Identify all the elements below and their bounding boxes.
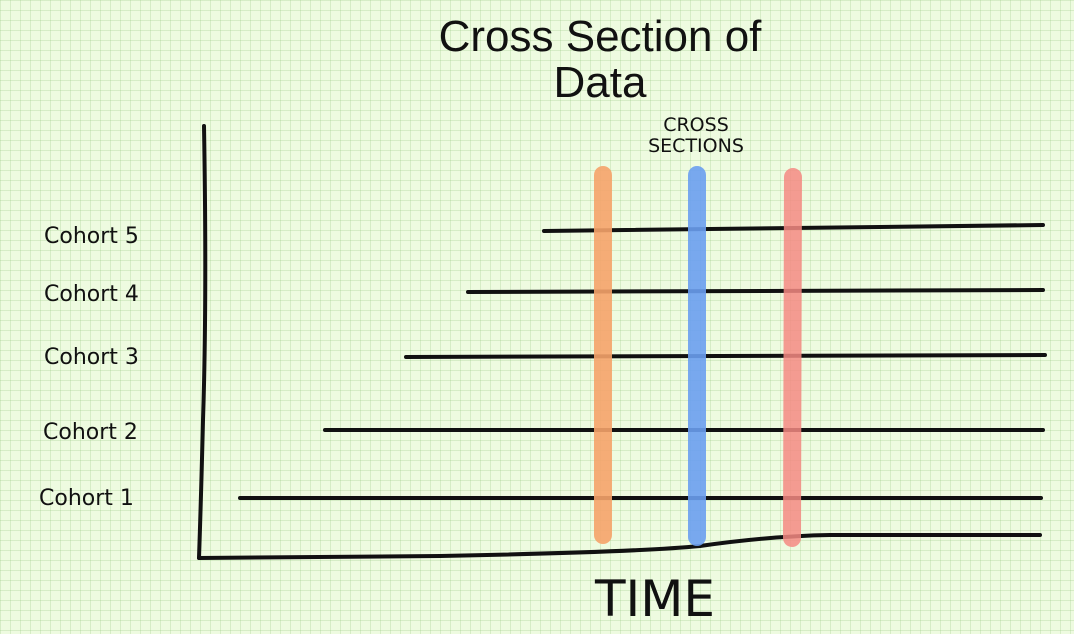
cohort-4-line: [466, 288, 1045, 294]
cohort-label-1: Cohort 1: [39, 486, 134, 511]
cross-sections-label: CROSS SECTIONS: [616, 115, 776, 157]
cohort-label-4: Cohort 4: [44, 282, 139, 307]
cross-sections-label-line-1: CROSS: [663, 114, 729, 136]
cross-sections-label-line-2: SECTIONS: [648, 135, 744, 157]
x-axis-label: TIME: [594, 570, 716, 628]
y-axis: [197, 124, 208, 560]
cohort-label-5: Cohort 5: [44, 224, 139, 249]
cohort-label-3: Cohort 3: [44, 345, 139, 370]
title-line-2: Data: [553, 58, 647, 107]
cross-section-3-bar: [783, 168, 802, 547]
x-axis: [197, 533, 1042, 560]
diagram-title: Cross Section of Data: [300, 14, 900, 106]
title-line-1: Cross Section of: [438, 12, 762, 61]
cohort-3-line: [404, 353, 1047, 359]
cohort-label-2: Cohort 2: [43, 420, 138, 445]
